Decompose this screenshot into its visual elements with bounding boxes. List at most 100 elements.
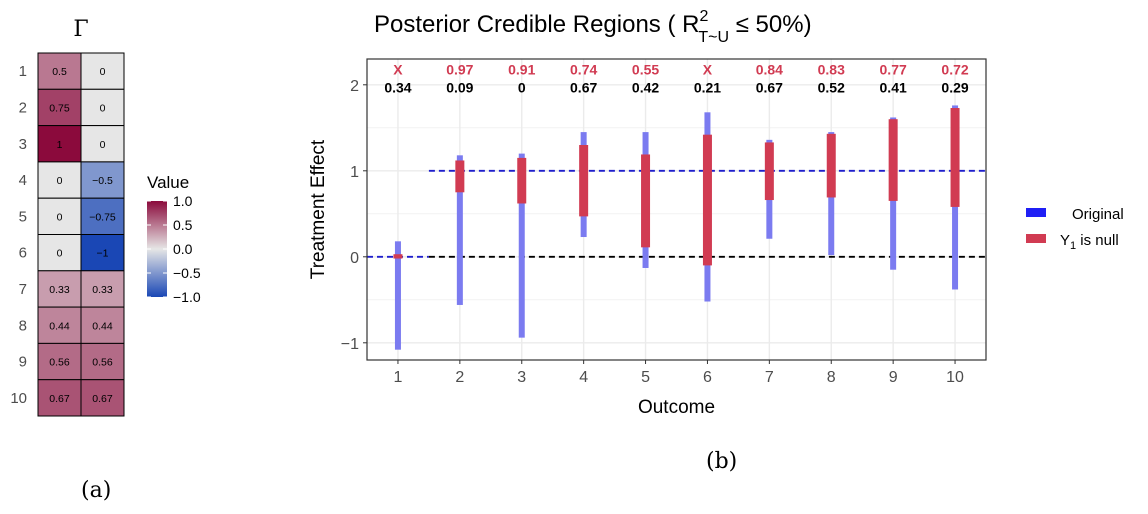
legend-label-null-main: Y xyxy=(1060,232,1070,249)
y-tick-label: 2 xyxy=(350,78,359,95)
heatmap-cell-label: 0.67 xyxy=(92,393,113,405)
x-tick-label: 5 xyxy=(641,369,650,386)
heatmap-cell-label: 0 xyxy=(100,139,106,151)
y-tick-label: 0 xyxy=(350,250,359,267)
annotation-bottom: 0.21 xyxy=(694,79,721,95)
heatmap-cell xyxy=(80,342,125,381)
heatmap-cell-label: −0.5 xyxy=(92,175,113,187)
heatmap-cell xyxy=(80,161,125,199)
heatmap-row-label: 5 xyxy=(19,208,27,225)
heatmap-row-label: 9 xyxy=(19,354,27,371)
heatmap-row-label: 10 xyxy=(10,390,27,407)
plot-border xyxy=(366,58,987,361)
heatmap-cell xyxy=(80,234,125,272)
x-tick-label: 6 xyxy=(703,369,712,386)
heatmap-row-label: 2 xyxy=(19,99,27,116)
chart-title-sub: T~U xyxy=(698,29,729,46)
heatmap-cell-label: 0.44 xyxy=(92,320,113,332)
caption-a: (a) xyxy=(81,478,112,503)
legend-label-null: Y1 is null xyxy=(1060,232,1119,252)
heatmap-cell-label: 0.33 xyxy=(49,284,70,296)
annotation-top: 0.83 xyxy=(818,61,845,77)
null-interval xyxy=(579,145,589,217)
null-interval xyxy=(764,142,774,201)
heatmap-row-label: 8 xyxy=(19,317,27,334)
heatmap-cell xyxy=(80,379,125,417)
heatmap-cell xyxy=(80,88,125,127)
heatmap-cell-label: 0.44 xyxy=(49,320,70,332)
heatmap-cell xyxy=(80,125,125,163)
heatmap-chart: Γ1 0.5 02 0.75 03 1 04 0 −0.55 0 −0.756 0 −17 0.33 0.3… xyxy=(10,17,201,417)
heatmap-cell xyxy=(80,306,125,344)
legend-tick-label: 0.0 xyxy=(173,241,193,257)
annotation-bottom: 0.52 xyxy=(818,79,845,95)
heatmap-cell-label: 0.56 xyxy=(49,357,70,369)
heatmap-cell xyxy=(37,342,82,381)
annotation-bottom: 0.41 xyxy=(880,79,907,95)
heatmap-cell-label: 0.33 xyxy=(92,284,113,296)
chart-title-main: Posterior Credible Regions ( R xyxy=(374,11,699,38)
annotation-bottom: 0.09 xyxy=(446,79,473,95)
legend-key-null xyxy=(1026,234,1046,243)
null-interval xyxy=(641,154,651,248)
heatmap-cell xyxy=(37,379,82,417)
x-axis-label: Outcome xyxy=(638,397,715,418)
heatmap-cell-label: 0 xyxy=(57,211,63,223)
annotation-top: 0.91 xyxy=(508,61,535,77)
legend-tick-label: 0.5 xyxy=(173,217,193,233)
x-tick-label: 9 xyxy=(889,369,898,386)
null-interval xyxy=(950,108,960,207)
heatmap-cell-label: 0 xyxy=(100,102,106,114)
null-interval xyxy=(702,134,712,266)
legend-tick-label: 1.0 xyxy=(173,193,193,209)
null-interval xyxy=(455,160,465,193)
credible-regions-chart: Posterior Credible Regions ( R2 T~U ≤ 50%… xyxy=(308,8,1124,418)
heatmap-cell-label: 1 xyxy=(57,139,63,151)
caption-b: (b) xyxy=(706,449,738,474)
heatmap-title: Γ xyxy=(73,17,88,42)
legend-label-original: Original xyxy=(1072,206,1124,223)
original-interval xyxy=(394,241,401,350)
heatmap-row-label: 7 xyxy=(19,281,27,298)
null-interval xyxy=(393,254,403,259)
annotation-top: X xyxy=(703,61,713,77)
annotation-bottom: 0.67 xyxy=(570,79,597,95)
x-tick-label: 10 xyxy=(946,369,964,386)
heatmap-cell xyxy=(80,197,125,235)
heatmap-cell xyxy=(80,52,125,90)
original-interval xyxy=(518,153,525,338)
legend-tick-label: −0.5 xyxy=(173,265,201,281)
y-tick-label: −1 xyxy=(341,336,359,353)
legend-label-null-tail: is null xyxy=(1076,232,1119,249)
annotation-bottom: 0.29 xyxy=(941,79,968,95)
heatmap-cell xyxy=(37,52,82,90)
heatmap-row-label: 3 xyxy=(19,136,27,153)
legend-key-original xyxy=(1026,208,1046,217)
y-axis-label: Treatment Effect xyxy=(308,139,329,279)
y-tick-label: 1 xyxy=(350,164,359,181)
chart-title-tail: ≤ 50%) xyxy=(729,11,812,38)
x-tick-label: 4 xyxy=(579,369,588,386)
heatmap-cell-label: 0.75 xyxy=(49,102,70,114)
annotation-top: 0.55 xyxy=(632,61,659,77)
heatmap-cell-label: 0.5 xyxy=(52,66,67,78)
null-interval xyxy=(826,133,836,198)
x-tick-label: 3 xyxy=(517,369,526,386)
annotation-top: 0.74 xyxy=(570,61,597,77)
heatmap-cell-label: 0 xyxy=(100,66,106,78)
x-tick-label: 2 xyxy=(455,369,464,386)
annotation-top: 0.72 xyxy=(941,61,968,77)
heatmap-cell-label: −0.75 xyxy=(89,211,116,223)
heatmap-cell-label: 0.56 xyxy=(92,357,113,369)
heatmap-row-label: 1 xyxy=(19,63,27,80)
heatmap-cell-label: 0.67 xyxy=(49,393,70,405)
annotation-top: X xyxy=(393,61,403,77)
chart-title-sup: 2 xyxy=(699,8,708,25)
heatmap-cell-label: 0 xyxy=(57,248,63,260)
chart-title: Posterior Credible Regions ( R2 T~U ≤ 50%… xyxy=(374,8,812,46)
legend-colorbar xyxy=(147,201,167,297)
original-interval xyxy=(456,155,463,305)
heatmap-row-label: 6 xyxy=(19,245,27,262)
legend-title: Value xyxy=(147,173,189,192)
legend-tick-label: −1.0 xyxy=(173,289,201,305)
